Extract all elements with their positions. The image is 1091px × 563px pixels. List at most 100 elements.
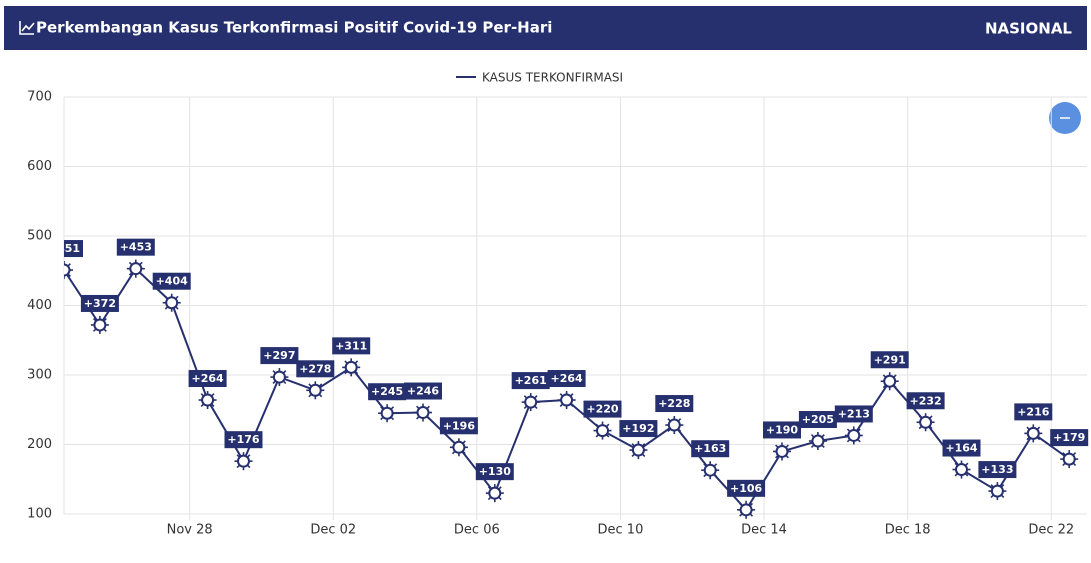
virus-marker <box>557 391 576 410</box>
value-label-box <box>296 360 335 378</box>
virus-body <box>667 418 681 432</box>
value-label: +245 <box>371 385 403 398</box>
virus-body <box>703 463 717 477</box>
virus-body <box>64 263 71 277</box>
virus-marker <box>701 461 720 480</box>
value-label: +261 <box>515 374 547 387</box>
chart-icon <box>19 21 35 35</box>
legend-label: KASUS TERKONFIRMASI <box>482 71 623 85</box>
y-tick-label: 700 <box>27 90 52 105</box>
value-label-box <box>547 370 586 388</box>
virus-marker <box>1060 450 1079 469</box>
value-label-box <box>978 461 1017 479</box>
x-tick-label: Dec 18 <box>885 523 931 538</box>
virus-marker <box>378 404 397 423</box>
virus-spike <box>64 270 65 272</box>
value-label: +372 <box>84 297 116 310</box>
virus-body <box>847 428 861 442</box>
value-label-box <box>439 417 478 435</box>
virus-marker <box>665 416 684 435</box>
virus-body <box>739 503 753 517</box>
value-label: +291 <box>874 353 906 366</box>
virus-body <box>452 440 466 454</box>
virus-body <box>775 444 789 458</box>
x-tick-label: Dec 10 <box>598 523 644 538</box>
value-label-box <box>368 383 407 401</box>
value-label: +106 <box>730 482 763 495</box>
y-tick-label: 200 <box>27 437 52 452</box>
virus-body <box>955 463 968 477</box>
virus-marker <box>449 438 468 457</box>
value-label-box <box>152 272 191 290</box>
y-tick-label: 600 <box>27 159 52 174</box>
virus-body <box>201 393 215 407</box>
value-label-box <box>763 421 801 439</box>
value-label: +264 <box>551 372 584 385</box>
value-label: +220 <box>586 403 619 416</box>
value-label: +192 <box>622 422 654 435</box>
virus-spike <box>64 268 65 271</box>
value-label: +130 <box>479 465 512 478</box>
virus-body <box>990 484 1004 498</box>
virus-marker <box>988 482 1007 501</box>
value-label-box <box>691 440 730 458</box>
virus-marker <box>1024 424 1043 443</box>
value-label: +196 <box>443 419 476 432</box>
value-label: +451 <box>48 242 80 255</box>
y-tick-label: 300 <box>27 368 52 383</box>
value-label: +216 <box>1017 405 1050 418</box>
value-label: +190 <box>766 423 799 436</box>
virus-body <box>524 395 538 409</box>
virus-body <box>631 443 645 457</box>
virus-body <box>165 296 179 310</box>
value-label: +404 <box>156 275 189 288</box>
value-label: +246 <box>407 385 440 398</box>
x-tick-label: Dec 06 <box>454 523 500 538</box>
value-label: +205 <box>802 413 834 426</box>
value-label-box <box>188 370 227 388</box>
virus-marker <box>773 442 791 461</box>
value-label-box <box>906 392 945 410</box>
virus-body <box>1026 426 1040 440</box>
value-label: +228 <box>658 397 690 410</box>
value-label-box <box>64 240 83 258</box>
virus-body <box>93 318 107 332</box>
y-tick-label: 500 <box>27 229 52 244</box>
value-label: +264 <box>192 372 225 385</box>
virus-marker <box>737 500 756 519</box>
value-label-box <box>655 395 694 413</box>
virus-marker <box>90 315 109 334</box>
value-label: +232 <box>910 394 942 407</box>
value-label: +179 <box>1053 431 1085 444</box>
value-label: +297 <box>263 349 295 362</box>
virus-body <box>488 486 502 500</box>
value-label-box <box>260 347 299 365</box>
value-label-box <box>1050 429 1089 447</box>
value-label-box <box>619 420 658 438</box>
value-label-box <box>583 400 622 418</box>
virus-marker <box>485 484 504 503</box>
value-label-box <box>1014 403 1053 421</box>
value-label-box <box>404 382 442 400</box>
value-label: +163 <box>694 442 726 455</box>
virus-marker <box>342 358 361 377</box>
virus-body <box>380 406 394 420</box>
y-tick-label: 100 <box>27 507 52 522</box>
virus-marker <box>162 293 181 312</box>
value-label-box <box>511 372 550 390</box>
virus-body <box>272 370 286 384</box>
value-label-box <box>116 238 155 256</box>
x-tick-label: Dec 14 <box>741 523 787 538</box>
value-label: +164 <box>945 442 978 455</box>
value-label-box <box>332 337 371 355</box>
virus-marker <box>880 372 899 391</box>
virus-marker <box>808 432 827 451</box>
virus-marker <box>414 403 432 422</box>
value-label: +278 <box>299 362 331 375</box>
virus-body <box>596 424 609 438</box>
header-title: Perkembangan Kasus Terkonfirmasi Positif… <box>36 19 552 37</box>
value-label-box <box>475 463 514 481</box>
virus-body <box>811 434 825 448</box>
virus-marker <box>593 421 612 440</box>
